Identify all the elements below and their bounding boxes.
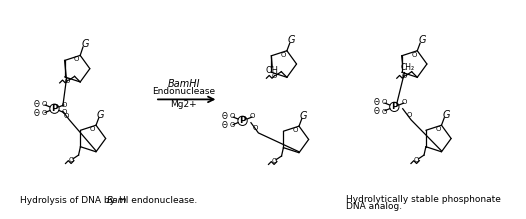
Text: Θ: Θ (373, 98, 380, 107)
Text: O: O (68, 157, 74, 163)
Text: Endonuclease: Endonuclease (153, 87, 216, 96)
Text: O: O (414, 157, 419, 163)
Text: O: O (401, 73, 407, 79)
Text: O: O (381, 108, 387, 115)
Text: O: O (402, 99, 407, 105)
Text: O: O (436, 126, 441, 132)
Text: O: O (271, 73, 277, 79)
Text: G: G (81, 39, 88, 49)
Text: O: O (293, 127, 298, 133)
Text: G: G (300, 111, 307, 121)
Text: Θ: Θ (34, 109, 39, 118)
Text: G: G (97, 110, 105, 120)
Text: G: G (442, 110, 450, 120)
Text: O: O (42, 110, 47, 116)
Text: O: O (42, 101, 47, 107)
Text: G: G (418, 35, 426, 46)
Text: O: O (281, 52, 286, 58)
Text: DNA analog.: DNA analog. (346, 202, 402, 211)
Text: O: O (64, 113, 69, 119)
Text: Θ: Θ (373, 107, 380, 116)
Text: O: O (271, 158, 277, 164)
Text: O: O (230, 113, 235, 119)
Text: Hydrolytically stable phosphonate: Hydrolytically stable phosphonate (346, 194, 501, 203)
Text: P: P (239, 116, 246, 125)
Text: Mg2+: Mg2+ (170, 100, 197, 109)
Text: O: O (253, 125, 258, 131)
Text: Bam: Bam (107, 196, 127, 205)
Text: P: P (391, 102, 398, 111)
Text: O: O (407, 112, 412, 118)
Text: O: O (65, 78, 70, 84)
Text: P: P (51, 104, 58, 113)
Text: Θ: Θ (222, 121, 228, 130)
Text: OH: OH (266, 66, 279, 75)
Text: Θ: Θ (222, 112, 228, 121)
Text: HI endonuclease.: HI endonuclease. (119, 196, 197, 205)
Text: O: O (230, 122, 235, 129)
Text: O: O (411, 52, 417, 58)
Text: CH₂: CH₂ (400, 64, 414, 72)
Text: Θ: Θ (34, 100, 39, 109)
Text: O: O (90, 126, 95, 132)
Text: G: G (288, 35, 295, 46)
Text: O: O (74, 56, 79, 62)
Text: Hydrolysis of DNA by: Hydrolysis of DNA by (20, 196, 118, 205)
Text: BamHI: BamHI (168, 79, 200, 90)
Text: O: O (62, 102, 67, 108)
Text: O: O (381, 99, 387, 105)
Text: O: O (250, 113, 256, 119)
Text: O: O (62, 110, 67, 115)
